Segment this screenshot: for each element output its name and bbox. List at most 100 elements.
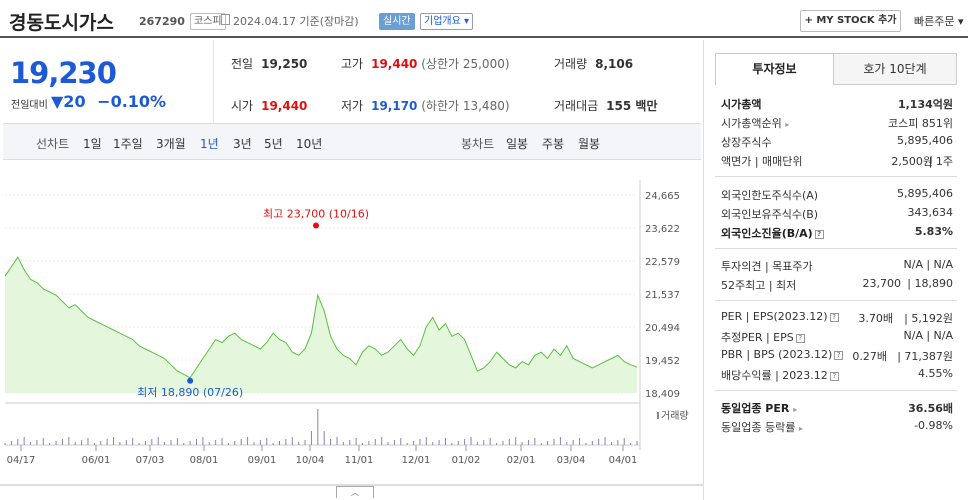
x-tick-label: 11/01 <box>345 455 374 466</box>
volume-bar <box>10 441 12 445</box>
chart-collapse-button[interactable]: ︿ <box>336 486 374 498</box>
quick-order-dropdown[interactable]: 빠른주문 ▾ <box>914 15 964 28</box>
low-annotation: 최저 18,890 (07/26) <box>137 386 243 399</box>
industry-per-row[interactable]: 동일업종 PER ▸ 36.56배 <box>721 402 953 415</box>
volume-bar <box>464 439 466 445</box>
candle-chart-label: 봉차트 <box>461 137 495 151</box>
industry-change-row[interactable]: 동일업종 등락률 ▸ -0.98% <box>721 419 953 434</box>
company-info-dropdown[interactable]: 기업개요 ▾ <box>420 13 473 30</box>
price-line <box>4 256 638 379</box>
y-tick-label: 21,537 <box>645 290 680 301</box>
change-label: 전일대비 <box>11 100 48 111</box>
foreign-limit-row: 외국인한도주식수(A) 5,895,406 <box>721 187 953 202</box>
dividend-row: 배당수익률 | 2023.12? 4.55% <box>721 367 953 382</box>
add-my-stock-button[interactable]: + MY STOCK 추가 <box>800 10 901 32</box>
volume-bar <box>68 437 70 445</box>
volume-bar <box>381 437 383 445</box>
stock-name: 경동도시가스 <box>9 12 114 34</box>
volume-bar <box>196 439 198 445</box>
volume-bar <box>476 442 478 445</box>
change-percent: −0.10% <box>97 92 167 111</box>
volume-bar <box>36 440 38 445</box>
volume-bar <box>553 439 555 445</box>
price-area <box>5 257 637 393</box>
divider <box>715 390 957 391</box>
volume-bar <box>317 409 319 445</box>
tab-monthly-candle[interactable]: 월봉 <box>578 137 601 151</box>
y-tick-label: 18,409 <box>645 389 680 400</box>
opinion-row: 투자의견 | 목표주가 N/A | N/A <box>721 258 953 273</box>
y-axis-ticks: 24,665 23,622 22,579 21,537 20,494 19,452 18,4… <box>645 191 680 400</box>
tab-daily-candle[interactable]: 일봉 <box>506 137 529 151</box>
volume-bars: 거래량 <box>4 409 689 445</box>
par-value-row: 액면가 | 매매단위 2,500원 | 1주 <box>721 155 953 168</box>
cap-rank-row: 시가총액순위 ▸ 코스피 851위 <box>721 117 953 130</box>
y-tick-label: 20,494 <box>645 323 680 334</box>
volume-bar <box>157 437 159 445</box>
pbr-bps-row: PBR | BPS (2023.12)? 0.27배 | 71,387원 <box>721 348 953 363</box>
x-tick-label: 08/01 <box>190 455 219 466</box>
change-amount: ▼20 <box>51 92 86 111</box>
volume-bar <box>304 440 306 445</box>
volume: 거래량 8,106 <box>554 57 634 71</box>
volume-bar <box>572 440 574 445</box>
volume-bar <box>438 440 440 445</box>
volume-bar <box>585 443 587 445</box>
tab-3month[interactable]: 3개월 <box>156 137 186 151</box>
high-annotation: 최고 23,700 (10/16) <box>263 208 369 221</box>
x-tick-label: 01/02 <box>452 455 481 466</box>
x-tick-label: 02/01 <box>507 455 536 466</box>
volume-bar <box>610 442 612 445</box>
tab-1year[interactable]: 1년 <box>200 137 219 151</box>
volume-bar <box>234 441 236 445</box>
volume-bar <box>132 438 134 445</box>
volume-bar <box>355 438 357 445</box>
volume-bar <box>425 437 427 445</box>
volume-bar <box>508 439 510 445</box>
volume-bar <box>253 442 255 445</box>
volume-bar <box>279 441 281 445</box>
volume-bar <box>208 442 210 445</box>
volume-bar <box>183 443 185 445</box>
tab-order-book[interactable]: 호가 10단계 <box>833 53 957 85</box>
volume-bar <box>502 441 504 445</box>
tab-1day[interactable]: 1일 <box>83 137 102 151</box>
volume-bar <box>240 439 242 445</box>
day-high: 고가 19,440 (상한가 25,000) <box>341 57 510 71</box>
volume-bar <box>93 443 95 445</box>
volume-bar <box>30 442 32 445</box>
volume-bar <box>138 443 140 445</box>
volume-bar <box>591 441 593 445</box>
volume-bar <box>298 442 300 445</box>
price-chart[interactable]: 24,665 23,622 22,579 21,537 20,494 19,452 18,4… <box>0 160 703 500</box>
volume-bar <box>266 438 268 445</box>
volume-bar <box>342 442 344 445</box>
volume-bar <box>100 441 102 445</box>
y-tick-label: 22,579 <box>645 257 680 268</box>
volume-bar <box>176 438 178 445</box>
x-tick-label: 04/17 <box>7 455 36 466</box>
tab-10year[interactable]: 10년 <box>296 137 323 151</box>
tab-1week[interactable]: 1주일 <box>113 137 143 151</box>
calendar-icon <box>221 14 230 25</box>
volume-bar <box>451 443 453 445</box>
volume-bar <box>202 437 204 445</box>
volume-bar <box>336 437 338 445</box>
divider <box>213 40 214 122</box>
tab-3year[interactable]: 3년 <box>233 137 252 151</box>
volume-bar <box>119 442 121 445</box>
volume-bar <box>604 437 606 445</box>
volume-bar <box>534 438 536 445</box>
tab-investment-info[interactable]: 투자정보 <box>715 53 834 85</box>
volume-legend-swatch <box>657 412 659 419</box>
volume-bar <box>413 441 415 445</box>
realtime-badge[interactable]: 실시간 <box>379 13 415 30</box>
stock-code: 267290 <box>139 15 185 28</box>
volume-bar <box>432 442 434 445</box>
tab-5year[interactable]: 5년 <box>264 137 283 151</box>
low-point <box>187 377 194 384</box>
volume-bar <box>291 437 293 445</box>
volume-bar <box>42 438 44 445</box>
volume-bar <box>483 440 485 445</box>
tab-weekly-candle[interactable]: 주봉 <box>542 137 565 151</box>
